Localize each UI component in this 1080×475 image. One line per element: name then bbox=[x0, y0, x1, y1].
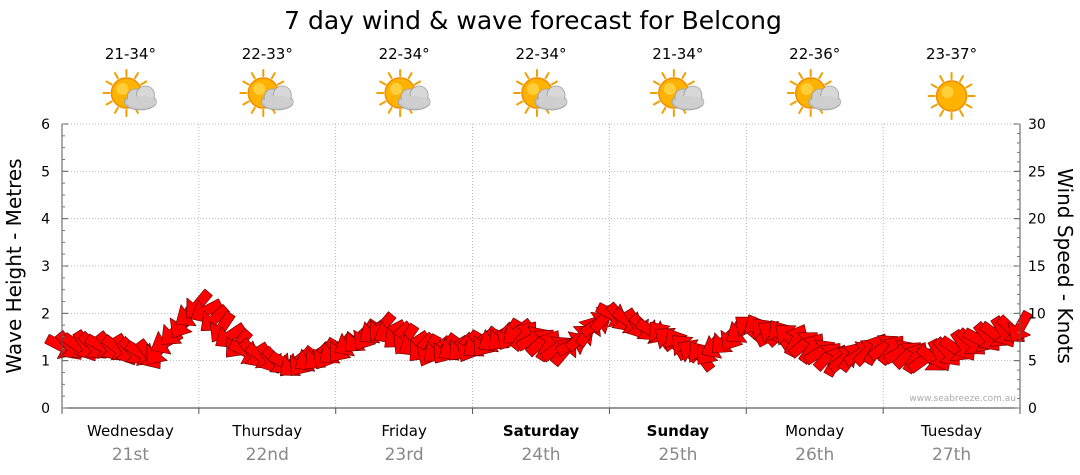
wind-arrows bbox=[44, 288, 1033, 378]
day-date: 23rd bbox=[385, 445, 424, 465]
partly-cloudy-icon bbox=[513, 69, 568, 117]
day-date: 22nd bbox=[246, 445, 289, 465]
right-tick-label: 5 bbox=[1028, 354, 1037, 370]
day-name: Tuesday bbox=[920, 422, 982, 440]
right-tick-label: 25 bbox=[1028, 164, 1046, 180]
day-date: 27th bbox=[932, 445, 971, 465]
temp-range: 22-34° bbox=[379, 45, 430, 63]
day-name: Friday bbox=[381, 422, 427, 440]
sun-icon bbox=[927, 72, 976, 120]
left-tick-label: 0 bbox=[41, 401, 50, 417]
right-tick-label: 15 bbox=[1028, 259, 1046, 275]
credit-text: www.seabreeze.com.au bbox=[909, 394, 1016, 404]
day-date: 21st bbox=[112, 445, 149, 465]
chart-grid bbox=[62, 123, 1020, 408]
temp-range: 22-36° bbox=[789, 45, 840, 63]
right-tick-label: 0 bbox=[1028, 401, 1037, 417]
left-tick-label: 2 bbox=[41, 306, 50, 322]
right-axis-label: Wind Speed - Knots bbox=[1053, 168, 1077, 364]
weather-row: 21-34° 22-33° 22-34° 22-34° 21-34° 22-36° 23-3… bbox=[102, 45, 977, 120]
day-date: 26th bbox=[795, 445, 834, 465]
left-tick-label: 1 bbox=[41, 354, 50, 370]
right-tick-label: 30 bbox=[1028, 117, 1046, 133]
day-name: Thursday bbox=[231, 422, 302, 440]
left-tick-label: 3 bbox=[41, 259, 50, 275]
day-name: Wednesday bbox=[87, 422, 174, 440]
left-tick-label: 4 bbox=[41, 212, 50, 228]
partly-cloudy-icon bbox=[376, 69, 431, 117]
right-tick-label: 20 bbox=[1028, 212, 1046, 228]
day-labels: Wednesday 21st Thursday 22nd Friday 23rd Satur… bbox=[87, 422, 982, 465]
wind-arrow bbox=[200, 304, 231, 332]
left-tick-label: 6 bbox=[41, 117, 50, 133]
partly-cloudy-icon bbox=[102, 69, 157, 117]
day-name: Monday bbox=[785, 422, 844, 440]
partly-cloudy-icon bbox=[239, 69, 294, 117]
day-name: Sunday bbox=[647, 422, 710, 440]
chart-axes: 0 1 2 3 4 5 6 0 5 10 15 20 25 30 bbox=[41, 117, 1046, 417]
day-date: 25th bbox=[658, 445, 697, 465]
temp-range: 21-34° bbox=[105, 45, 156, 63]
temp-range: 22-33° bbox=[242, 45, 293, 63]
temp-range: 23-37° bbox=[926, 45, 977, 63]
right-tick-label: 10 bbox=[1028, 306, 1046, 322]
temp-range: 22-34° bbox=[515, 45, 566, 63]
temp-range: 21-34° bbox=[652, 45, 703, 63]
chart-title: 7 day wind & wave forecast for Belcong bbox=[284, 6, 782, 35]
day-date: 24th bbox=[521, 445, 560, 465]
partly-cloudy-icon bbox=[649, 69, 705, 117]
left-axis-label: Wave Height - Metres bbox=[2, 158, 26, 373]
left-tick-label: 5 bbox=[41, 164, 50, 180]
day-name: Saturday bbox=[503, 422, 580, 440]
partly-cloudy-icon bbox=[786, 69, 842, 117]
